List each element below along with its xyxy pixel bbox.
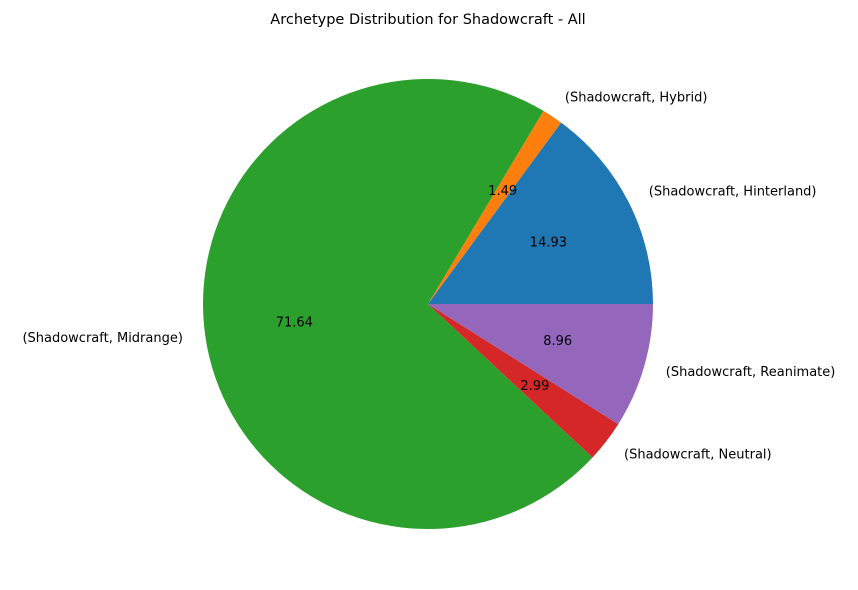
- pie-slice-shadowcraft-hinterland: [428, 122, 653, 304]
- chart-title: Archetype Distribution for Shadowcraft -…: [270, 12, 585, 28]
- value-label-shadowcraft-midrange: 71.64: [276, 315, 313, 330]
- pie-slice-shadowcraft-neutral: [428, 304, 619, 458]
- labels-layer: (Shadowcraft, Hinterland) 14.93 (Shadowcra…: [22, 90, 835, 462]
- value-label-shadowcraft-reanimate: 8.96: [543, 334, 572, 349]
- slices-layer: [202, 78, 653, 529]
- slice-label-shadowcraft-reanimate: (Shadowcraft, Reanimate): [666, 365, 836, 380]
- value-label-shadowcraft-hybrid: 1.49: [488, 184, 517, 199]
- slice-label-shadowcraft-neutral: (Shadowcraft, Neutral): [624, 448, 772, 463]
- slice-label-shadowcraft-hybrid: (Shadowcraft, Hybrid): [565, 90, 708, 105]
- pie-slice-shadowcraft-reanimate: [428, 304, 653, 425]
- value-label-shadowcraft-neutral: 2.99: [520, 379, 549, 394]
- value-label-shadowcraft-hinterland: 14.93: [530, 235, 567, 250]
- slice-label-shadowcraft-midrange: (Shadowcraft, Midrange): [22, 331, 183, 346]
- pie-slice-shadowcraft-midrange: [202, 78, 593, 529]
- pie-slice-shadowcraft-hybrid: [428, 110, 562, 304]
- slice-label-shadowcraft-hinterland: (Shadowcraft, Hinterland): [649, 185, 817, 200]
